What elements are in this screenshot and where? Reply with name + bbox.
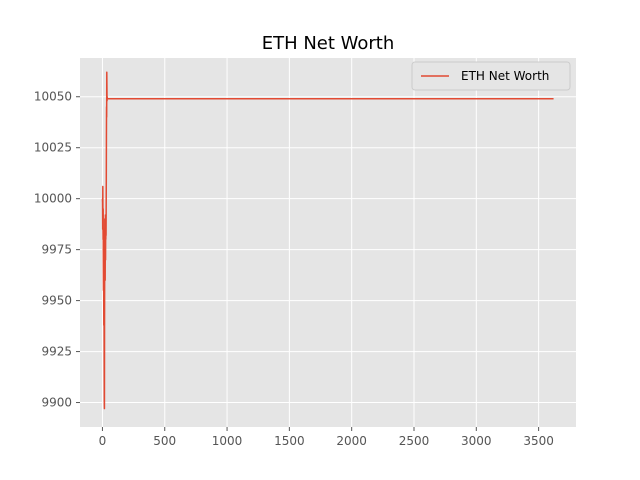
y-tick-label: 9925 — [41, 345, 72, 359]
legend-label: ETH Net Worth — [461, 69, 549, 83]
x-tick-label: 1500 — [274, 434, 305, 448]
x-tick-label: 3500 — [523, 434, 554, 448]
chart-title: ETH Net Worth — [262, 33, 395, 54]
plot-area — [80, 58, 576, 427]
x-tick-label: 500 — [153, 434, 176, 448]
legend-box — [411, 61, 571, 91]
x-tick-label: 0 — [99, 434, 107, 448]
x-tick-label: 1000 — [212, 434, 243, 448]
x-axis: 0 500 1000 1500 2000 2500 3000 3500 — [99, 427, 554, 448]
y-tick-label: 10050 — [34, 90, 72, 104]
x-tick-label: 3000 — [461, 434, 492, 448]
legend: ETH Net Worth — [411, 61, 571, 91]
series-layer — [101, 71, 554, 410]
y-tick-label: 10025 — [34, 141, 72, 155]
y-axis: 9900 9925 9950 9975 10000 10025 10050 — [34, 90, 80, 410]
series-line — [101, 71, 554, 410]
y-tick-label: 10000 — [34, 192, 72, 206]
y-tick-label: 9900 — [41, 396, 72, 410]
x-tick-label: 2500 — [399, 434, 430, 448]
y-tick-label: 9950 — [41, 294, 72, 308]
grid — [80, 58, 576, 427]
y-tick-label: 9975 — [41, 243, 72, 257]
x-tick-label: 2000 — [336, 434, 367, 448]
